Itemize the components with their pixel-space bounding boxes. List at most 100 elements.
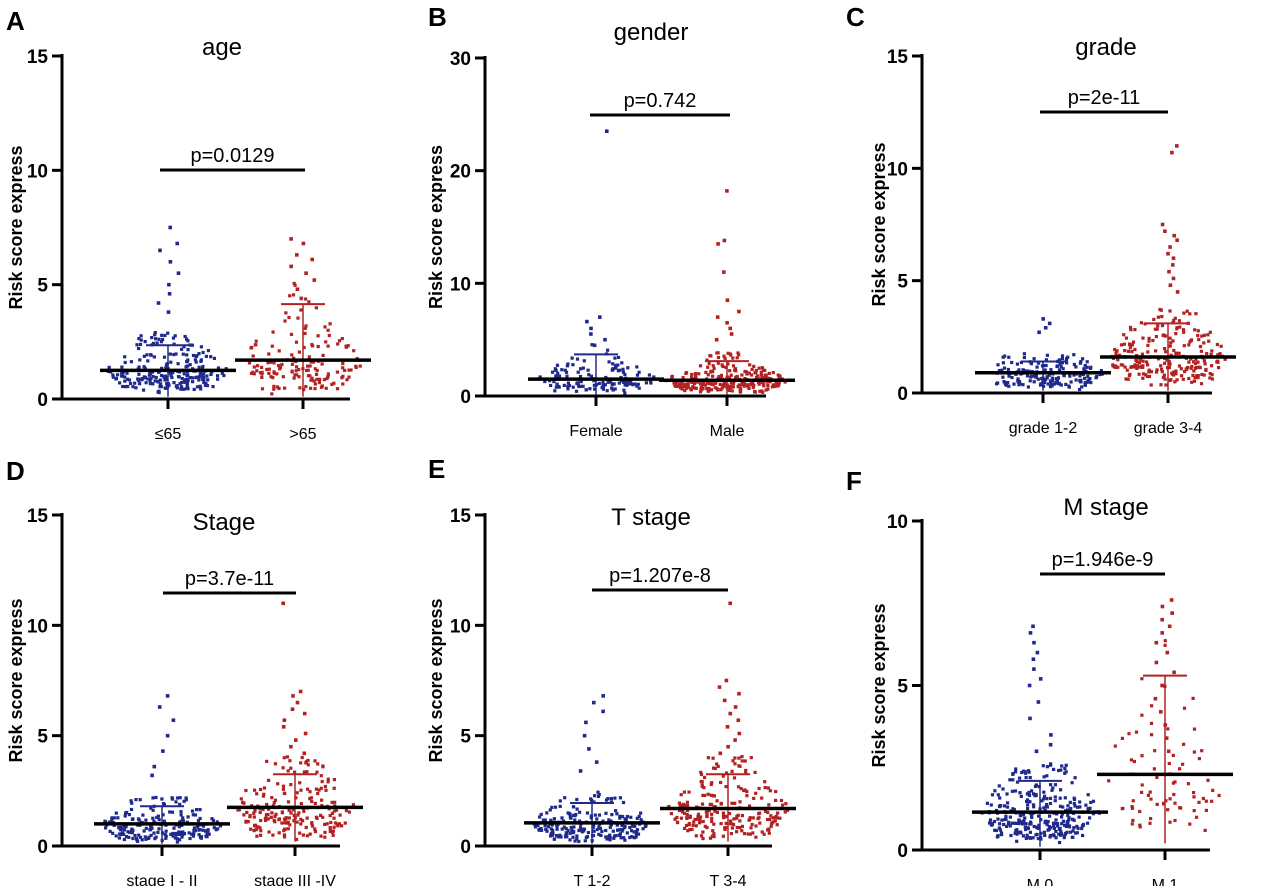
data-point	[1028, 822, 1032, 826]
data-point	[716, 242, 720, 246]
data-point	[761, 376, 765, 380]
data-point	[718, 751, 723, 756]
data-point	[179, 387, 183, 391]
data-point	[1150, 733, 1154, 737]
data-point	[1006, 367, 1010, 372]
data-point	[578, 826, 583, 830]
data-point	[157, 337, 161, 341]
data-point	[1033, 784, 1038, 788]
data-point	[1022, 355, 1026, 360]
y-axis-label: Risk score express	[869, 603, 889, 767]
data-point	[712, 822, 716, 826]
data-point	[1017, 821, 1021, 826]
data-point	[1065, 361, 1069, 365]
data-point	[731, 381, 736, 385]
data-point	[1111, 363, 1115, 367]
data-point	[759, 370, 763, 374]
data-point	[685, 816, 689, 820]
data-point	[1217, 366, 1221, 370]
data-point	[287, 315, 291, 320]
data-point	[736, 785, 741, 789]
data-point	[616, 355, 621, 359]
data-point	[730, 826, 734, 830]
data-point	[582, 827, 587, 831]
data-point	[335, 370, 339, 374]
data-point	[1175, 326, 1179, 330]
data-point	[323, 325, 327, 329]
data-point	[1001, 361, 1005, 365]
data-point	[577, 828, 581, 833]
data-point	[1154, 349, 1158, 353]
data-point	[625, 831, 629, 835]
data-point	[677, 808, 682, 813]
data-point	[1072, 818, 1076, 822]
data-point	[742, 832, 747, 836]
data-point	[260, 387, 265, 391]
data-point	[1168, 344, 1172, 348]
data-point	[142, 354, 146, 358]
data-point	[1045, 803, 1049, 807]
data-point	[607, 380, 611, 384]
data-point	[202, 377, 206, 382]
data-point	[1126, 377, 1130, 381]
data-point	[1168, 362, 1172, 366]
data-point	[255, 792, 259, 796]
data-point	[165, 733, 170, 738]
data-point	[706, 792, 710, 796]
data-point	[198, 808, 202, 812]
data-point	[724, 365, 728, 370]
data-point	[760, 830, 764, 834]
data-point	[1167, 269, 1171, 274]
data-point	[1166, 727, 1170, 731]
data-point	[1194, 357, 1198, 362]
data-point	[1035, 365, 1039, 369]
data-point	[162, 819, 166, 823]
data-point	[1083, 376, 1087, 380]
data-point	[283, 386, 287, 390]
data-point	[691, 823, 695, 827]
data-point	[593, 794, 597, 798]
data-point	[180, 376, 184, 381]
p-value-label: p=1.207e-8	[609, 565, 711, 587]
data-point	[1196, 376, 1200, 380]
data-point	[585, 811, 590, 815]
data-point	[736, 813, 740, 817]
data-point	[1129, 758, 1134, 762]
data-point	[1017, 818, 1021, 822]
data-point	[691, 384, 695, 389]
data-point	[999, 831, 1004, 835]
data-point	[618, 816, 622, 820]
data-point	[343, 821, 347, 825]
data-point	[111, 831, 115, 835]
data-point	[1192, 727, 1197, 731]
data-point	[740, 382, 744, 386]
data-point	[262, 792, 266, 796]
data-point	[719, 822, 723, 826]
data-point	[710, 781, 714, 785]
data-point	[192, 832, 196, 836]
data-point	[1113, 347, 1117, 352]
data-point	[1181, 377, 1185, 381]
data-point	[737, 353, 741, 357]
data-point	[177, 832, 181, 836]
data-point	[1048, 814, 1052, 818]
data-point	[699, 772, 704, 777]
data-point	[332, 816, 336, 820]
data-point	[634, 829, 639, 833]
data-point	[997, 369, 1001, 373]
data-point	[341, 382, 345, 386]
data-point	[121, 832, 125, 836]
data-point	[1043, 326, 1048, 330]
data-point	[995, 382, 999, 386]
panel-title: grade	[1075, 34, 1136, 61]
data-point	[133, 833, 137, 838]
data-point	[343, 368, 347, 372]
data-point	[1032, 357, 1036, 361]
data-point	[578, 769, 583, 773]
data-point	[1072, 362, 1076, 367]
data-point	[259, 818, 263, 823]
data-point	[1187, 343, 1191, 347]
data-point	[730, 769, 734, 773]
data-point	[778, 376, 783, 380]
data-point	[763, 786, 767, 790]
